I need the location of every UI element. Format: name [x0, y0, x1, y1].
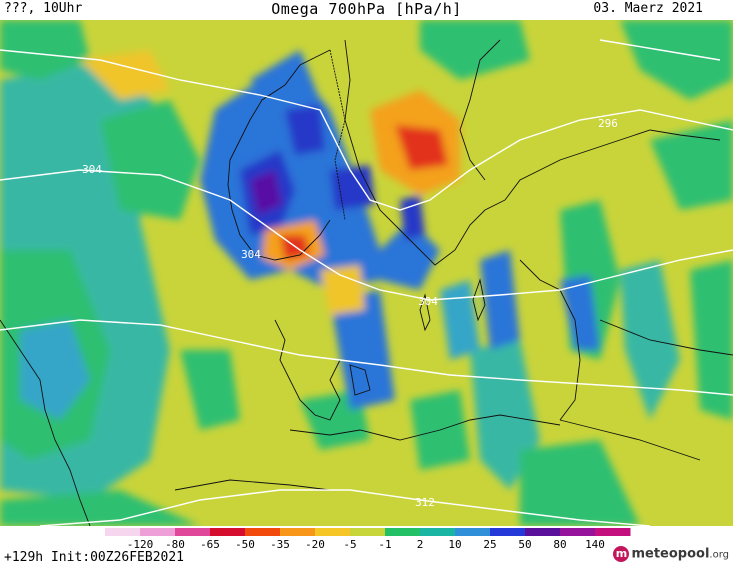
legend-swatch — [140, 528, 176, 536]
map-title: Omega 700hPa [hPa/h] — [271, 0, 462, 18]
legend-tick-label: -50 — [235, 538, 255, 550]
legend-tick-label: 25 — [483, 538, 496, 550]
forecast-time-label: ???, 10Uhr — [4, 1, 83, 16]
run-info: +129h Init:00Z26FEB2021 — [4, 550, 185, 565]
isobar-labels: 296 304 304 304 312 — [82, 117, 618, 509]
legend-swatch — [490, 528, 526, 536]
legend-swatch — [595, 528, 631, 536]
legend-tick-label: -120 — [127, 538, 154, 550]
isobar-label: 312 — [415, 496, 435, 509]
legend-tick-label: -80 — [165, 538, 185, 550]
legend-tick-label: -65 — [200, 538, 220, 550]
isobar-label: 296 — [598, 117, 618, 130]
legend-tick-label: -20 — [305, 538, 325, 550]
forecast-date: 03. Maerz 2021 — [593, 1, 703, 16]
legend-swatch — [245, 528, 281, 536]
legend-swatch — [455, 528, 491, 536]
legend-swatch — [350, 528, 386, 536]
brand[interactable]: m meteopool.org — [613, 546, 729, 562]
meteopool-logo-icon: m — [613, 546, 630, 562]
legend-tick-label: 140 — [585, 538, 605, 550]
legend-swatch — [525, 528, 561, 536]
legend-swatch — [385, 528, 421, 536]
legend-swatch — [105, 528, 141, 536]
legend-swatch — [210, 528, 246, 536]
coastlines — [0, 39, 733, 526]
isobar-label: 304 — [418, 295, 438, 308]
legend-swatch — [315, 528, 351, 536]
omega-map: 296 304 304 304 312 — [0, 20, 733, 526]
header: ???, 10Uhr Omega 700hPa [hPa/h] 03. Maer… — [0, 0, 733, 20]
legend-tick-label: -1 — [378, 538, 391, 550]
legend-ticks: -120 -80 -65 -50 -35 -20 -5 -1 2 10 25 50 80 140 — [127, 538, 605, 550]
isobar-label: 304 — [82, 163, 102, 176]
legend-swatches — [105, 528, 631, 536]
color-legend: -120 -80 -65 -50 -35 -20 -5 -1 2 10 25 50 80 140 — [105, 528, 631, 550]
legend-swatch — [280, 528, 316, 536]
legend-tick-label: -35 — [270, 538, 290, 550]
legend-tick-label: -5 — [343, 538, 356, 550]
legend-tick-label: 10 — [448, 538, 461, 550]
legend-swatch — [175, 528, 211, 536]
brand-tld: .org — [709, 549, 729, 561]
brand-name: meteopool — [631, 546, 710, 562]
legend-swatch — [560, 528, 596, 536]
legend-tick-label: 50 — [518, 538, 531, 550]
legend-tick-label: 2 — [417, 538, 424, 550]
legend-tick-label: 80 — [553, 538, 566, 550]
legend-area: -120 -80 -65 -50 -35 -20 -5 -1 2 10 25 50 80 140 +129… — [0, 526, 733, 566]
isobar-contours — [0, 39, 733, 526]
isobar-label: 304 — [241, 248, 261, 261]
legend-swatch — [420, 528, 456, 536]
